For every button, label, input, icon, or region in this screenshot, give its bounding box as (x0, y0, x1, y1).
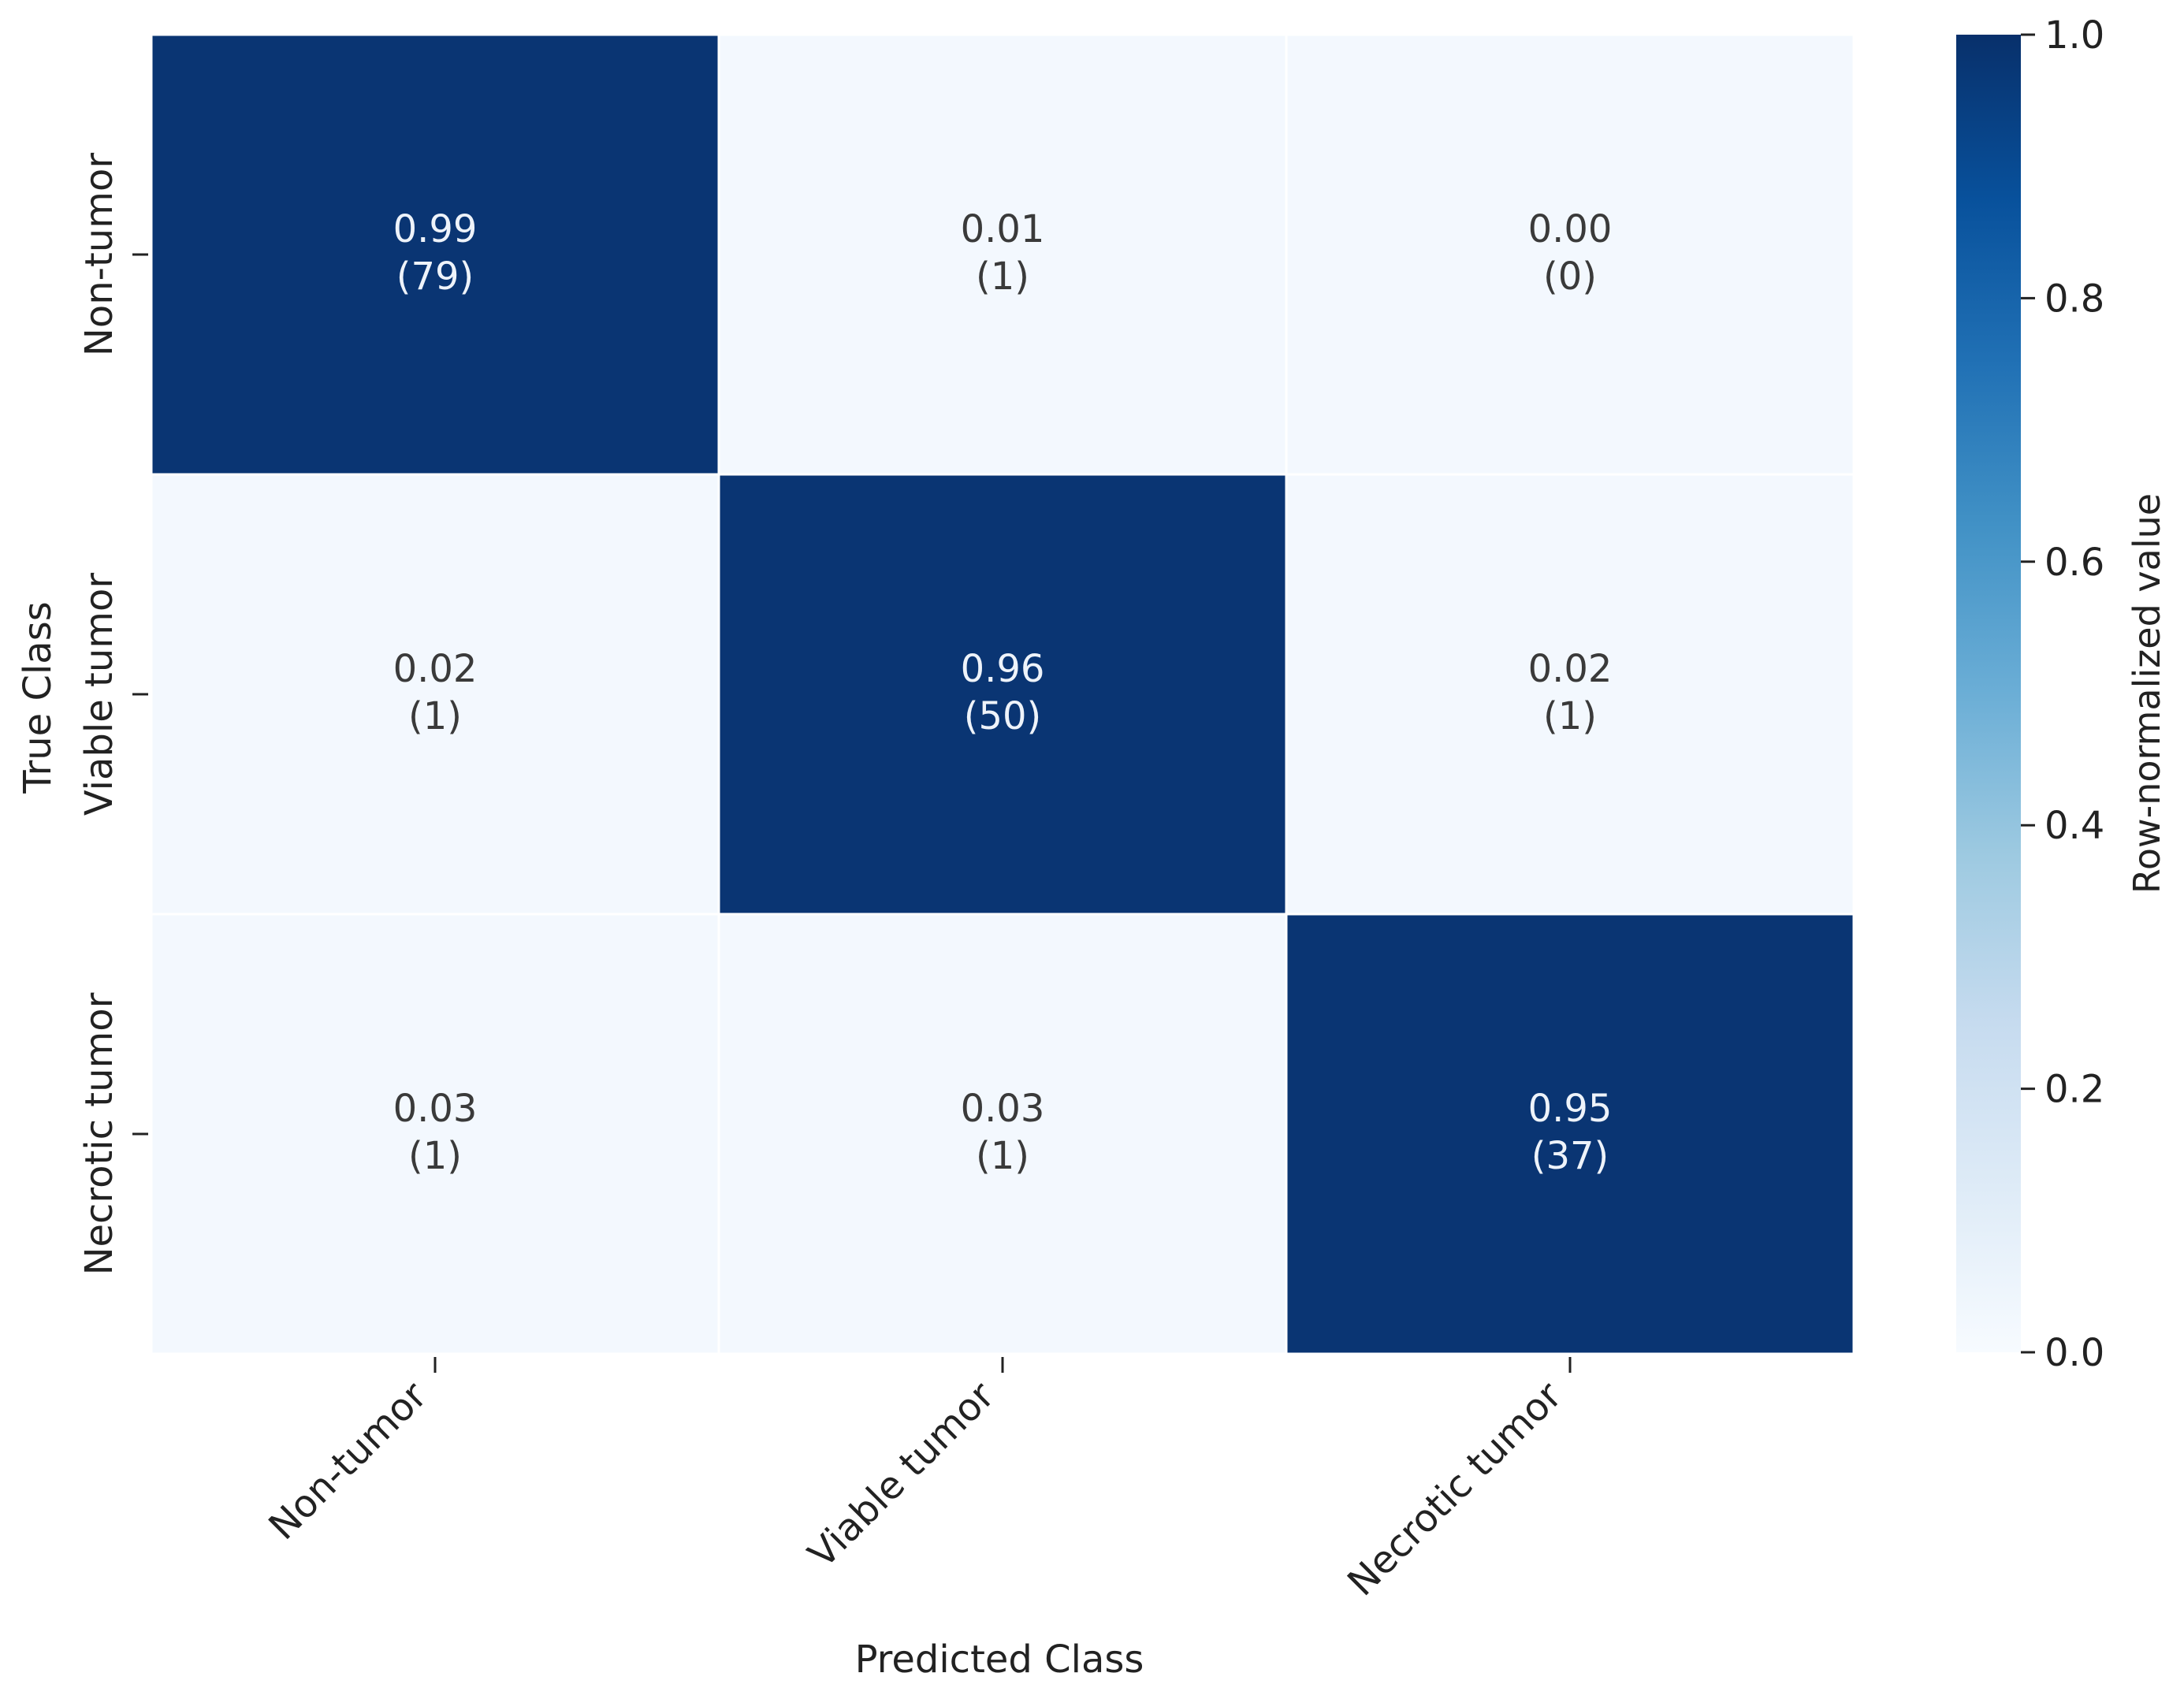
colorbar-tick-label: 0.2 (2044, 1068, 2104, 1112)
cell-value-label: 0.99 (393, 207, 478, 251)
colorbar-title: Row-normalized value (2126, 493, 2168, 894)
cell-value-label: 0.95 (1528, 1087, 1613, 1131)
cell-count-label: (1) (976, 255, 1029, 299)
heatmap-cell-labels: 0.99(79)0.01(1)0.00(0)0.02(1)0.96(50)0.0… (393, 207, 1613, 1178)
cell-value-label: 0.03 (393, 1087, 478, 1131)
y-tick-label: Necrotic tumor (77, 992, 121, 1275)
x-axis: Non-tumor Viable tumor Necrotic tumor (260, 1357, 1572, 1604)
x-axis-title: Predicted Class (855, 1638, 1144, 1682)
cell-value-label: 0.96 (961, 647, 1045, 691)
cell-count-label: (79) (396, 255, 474, 299)
heatmap-cells (150, 33, 1855, 1355)
cell-value-label: 0.00 (1528, 207, 1613, 251)
cell-count-label: (1) (1543, 694, 1597, 738)
heatmap-cell (1285, 473, 1855, 916)
cell-value-label: 0.01 (961, 207, 1045, 251)
colorbar: 0.0 0.2 0.4 0.6 0.8 1.0 (1956, 13, 2104, 1375)
colorbar-gradient (1956, 35, 2021, 1352)
cell-count-label: (1) (408, 1134, 462, 1178)
y-axis: Non-tumor Viable tumor Necrotic tumor (77, 153, 148, 1275)
heatmap-cell (150, 473, 720, 916)
x-tick-label: Necrotic tumor (1339, 1374, 1570, 1604)
heatmap-cell (1285, 33, 1855, 476)
heatmap-cell (717, 913, 1288, 1355)
heatmap-cell (717, 33, 1288, 476)
cell-count-label: (1) (408, 694, 462, 738)
y-axis-title: True Class (16, 601, 60, 794)
cell-value-label: 0.03 (961, 1087, 1045, 1131)
cell-value-label: 0.02 (393, 647, 478, 691)
cell-count-label: (50) (964, 694, 1042, 738)
colorbar-tick-label: 1.0 (2044, 13, 2104, 58)
colorbar-tick-label: 0.0 (2044, 1331, 2104, 1375)
colorbar-tick-label: 0.8 (2044, 277, 2104, 321)
cell-count-label: (37) (1531, 1134, 1609, 1178)
cell-count-label: (1) (976, 1134, 1029, 1178)
heatmap-cell (150, 33, 720, 476)
y-tick-label: Viable tumor (77, 573, 121, 816)
heatmap-cell (150, 913, 720, 1355)
heatmap-cell (1285, 913, 1855, 1355)
heatmap-cell (717, 473, 1288, 916)
y-tick-label: Non-tumor (77, 153, 121, 356)
x-tick-label: Viable tumor (800, 1374, 1003, 1577)
colorbar-tick-label: 0.4 (2044, 804, 2104, 848)
cell-count-label: (0) (1543, 255, 1597, 299)
cell-value-label: 0.02 (1528, 647, 1613, 691)
x-tick-label: Non-tumor (260, 1374, 435, 1548)
colorbar-tick-label: 0.6 (2044, 541, 2104, 585)
